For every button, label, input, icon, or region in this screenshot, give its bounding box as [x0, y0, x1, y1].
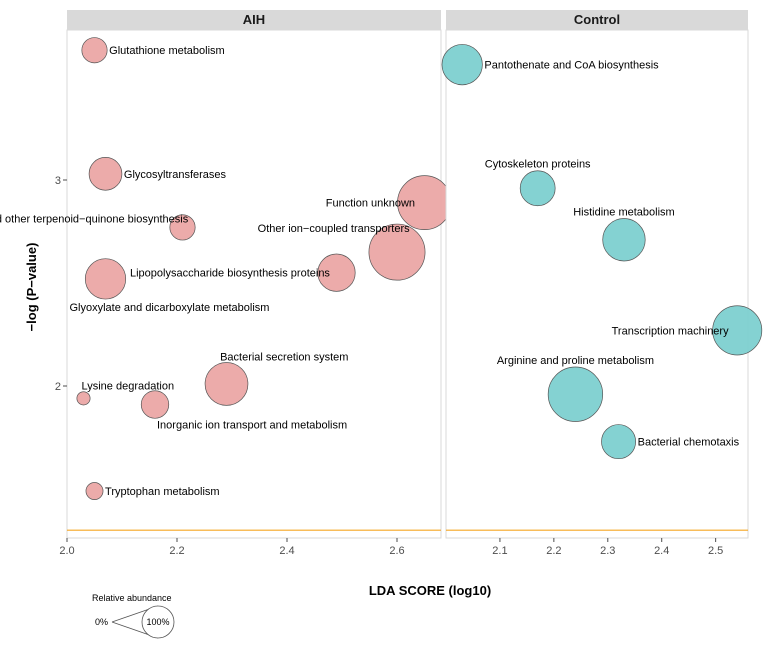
plot-area-aih	[66, 29, 442, 539]
point-label-bacterial-chemotaxis: Bacterial chemotaxis	[638, 437, 740, 449]
point-transcription-machinery	[712, 305, 763, 356]
x-axis-ticks: 2.0 2.2 2.4 2.6 2.1 2.2 2.3 2.4 2.5	[59, 538, 723, 557]
point-label-function-unknown: Function unknown	[326, 198, 415, 210]
point-label-bacterial-secretion-system: Bacterial secretion system	[220, 352, 348, 364]
point-label-histidine-metabolism: Histidine metabolism	[573, 206, 674, 218]
points-control: Pantothenate and CoA biosynthesis Cytoske…	[441, 44, 763, 460]
strip-label-aih: AIH	[243, 12, 265, 27]
point-label-glycosyltransferases: Glycosyltransferases	[124, 169, 227, 181]
y-tick-label-3: 3	[55, 175, 61, 187]
x-tick-label-aih-2-0: 2.0	[59, 545, 74, 557]
point-ubiquinone-and-other-terpenoid-quinone-biosynthesis	[169, 214, 196, 241]
strip-label-control: Control	[574, 12, 620, 27]
point-glycosyltransferases	[88, 157, 123, 191]
x-tick-label-aih-2-4: 2.4	[279, 545, 294, 557]
x-tick-label-control-2-5: 2.5	[708, 545, 723, 557]
panel-control: Control Pantothenate and CoA biosynthesi…	[441, 10, 763, 539]
y-axis-title: −log (P−value)	[24, 243, 39, 332]
point-glutathione-metabolism	[81, 37, 108, 64]
point-label-tryptophan-metabolism: Tryptophan metabolism	[105, 486, 220, 498]
point-label-arginine-and-proline-metabolism: Arginine and proline metabolism	[497, 355, 654, 367]
point-label-inorganic-ion-transport-and-metabolism: Inorganic ion transport and metabolism	[157, 419, 347, 431]
point-lipopolysaccharide-biosynthesis-proteins	[317, 253, 356, 292]
point-label-cytoskeleton-proteins: Cytoskeleton proteins	[485, 159, 591, 171]
legend-max-circle	[141, 605, 175, 639]
point-tryptophan-metabolism	[85, 482, 104, 500]
x-tick-label-control-2-3: 2.3	[600, 545, 615, 557]
panel-aih: AIH Glutathione metabolism Glycosyltransf…	[0, 10, 452, 539]
point-cytoskeleton-proteins	[519, 170, 556, 207]
y-tick-label-2: 2	[55, 381, 61, 393]
point-other-ion-coupled-transporters	[368, 223, 426, 281]
point-label-ubiquinone-and-other-terpenoid-quinone-biosynthesis: Ubiquinone and other terpenoid−quinone b…	[0, 214, 189, 226]
point-bacterial-secretion-system	[204, 362, 249, 406]
plot-area-control	[445, 29, 749, 539]
x-tick-label-control-2-4: 2.4	[654, 545, 669, 557]
point-bacterial-chemotaxis	[601, 424, 636, 460]
strip-aih	[67, 10, 441, 30]
x-tick-label-control-2-2: 2.2	[546, 545, 561, 557]
point-inorganic-ion-transport-and-metabolism	[140, 390, 170, 419]
point-label-transcription-machinery: Transcription machinery	[612, 325, 729, 337]
legend-min-label: 0%	[95, 617, 108, 627]
point-lysine-degradation	[76, 391, 91, 406]
point-label-lipopolysaccharide-biosynthesis-proteins: Lipopolysaccharide biosynthesis proteins	[130, 268, 330, 280]
point-label-glyoxylate-and-dicarboxylate-metabolism: Glyoxylate and dicarboxylate metabolism	[70, 302, 270, 314]
point-label-glutathione-metabolism: Glutathione metabolism	[109, 45, 225, 57]
legend-max-label: 100%	[146, 617, 169, 627]
point-label-lysine-degradation: Lysine degradation	[82, 381, 175, 393]
point-histidine-metabolism	[602, 218, 646, 262]
x-tick-label-control-2-1: 2.1	[492, 545, 507, 557]
points-aih: Glutathione metabolism Glycosyltransferas…	[0, 37, 452, 500]
y-axis: 3 2	[55, 175, 67, 393]
size-legend: Relative abundance 0% 100%	[92, 593, 175, 639]
x-axis-title: LDA SCORE (log10)	[369, 583, 491, 598]
point-arginine-and-proline-metabolism	[547, 366, 604, 422]
point-glyoxylate-and-dicarboxylate-metabolism	[84, 258, 127, 300]
point-label-pantothenate-and-coa-biosynthesis: Pantothenate and CoA biosynthesis	[484, 60, 659, 72]
x-tick-label-aih-2-2: 2.2	[169, 545, 184, 557]
strip-control	[446, 10, 748, 30]
point-label-other-ion-coupled-transporters: Other ion−coupled transporters	[258, 223, 410, 235]
x-tick-label-aih-2-6: 2.6	[389, 545, 404, 557]
legend-title: Relative abundance	[92, 593, 172, 603]
point-pantothenate-and-coa-biosynthesis	[441, 44, 483, 86]
